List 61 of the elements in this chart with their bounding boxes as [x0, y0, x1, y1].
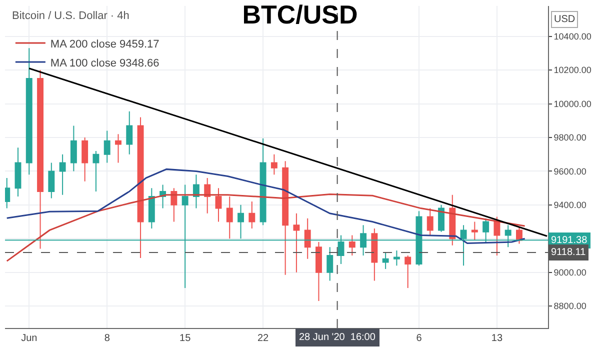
- x-tick-label: 6: [416, 333, 422, 344]
- candlestick: [170, 188, 178, 222]
- y-tick-label: 10200.00: [554, 65, 592, 76]
- candlestick: [215, 188, 222, 222]
- ref-line-label: 9118.11: [551, 247, 586, 258]
- candlestick: [148, 188, 155, 230]
- candlestick: [126, 110, 133, 155]
- candlestick: [92, 150, 100, 192]
- candlestick: [37, 70, 44, 250]
- candlestick: [326, 246, 334, 282]
- y-tick-label: 8800.00: [554, 301, 586, 312]
- x-tick-label: 8: [104, 333, 110, 344]
- candlestick: [260, 138, 266, 226]
- x-tick-label: 13: [491, 333, 503, 344]
- candlestick: [270, 154, 278, 176]
- candlestick: [5, 177, 10, 209]
- x-tick-label: 15: [180, 333, 192, 344]
- candlestick: [59, 154, 66, 196]
- candlestick: [82, 137, 88, 182]
- candlestick: [404, 255, 412, 289]
- candlestick: [516, 226, 522, 244]
- y-tick-label: 10000.00: [554, 98, 592, 109]
- y-axis-title: USD: [554, 14, 576, 25]
- candlestick: [449, 194, 456, 246]
- y-tick-label: 9000.00: [554, 268, 586, 278]
- candlestick: [70, 125, 77, 172]
- candlestick: [137, 116, 144, 259]
- candlestick: [282, 160, 289, 276]
- x-tick-label: Jun: [21, 333, 38, 344]
- candlestick: [14, 147, 22, 197]
- candlestick: [304, 218, 311, 260]
- y-tick-label: 10400.00: [554, 32, 592, 42]
- chart-title: BTC/USD: [242, 0, 358, 30]
- candlestick: [293, 212, 300, 273]
- candlestick: [426, 208, 434, 236]
- candlestick: [471, 221, 478, 241]
- candlestick: [382, 252, 389, 270]
- ref-line-label: 9191.38: [551, 235, 588, 246]
- legend-label: MA 100 close 9348.66: [50, 57, 160, 70]
- candlestick: [371, 228, 378, 282]
- y-tick-label: 9600.00: [554, 166, 586, 176]
- line-series: [6, 168, 526, 244]
- candlestick: [204, 177, 211, 214]
- candlestick: [494, 216, 500, 256]
- candlestick: [115, 134, 122, 164]
- x-tick-label: 22: [257, 333, 270, 344]
- candlestick: [316, 242, 322, 302]
- candlestick: [226, 196, 233, 240]
- legend-label: MA 200 close 9459.17: [50, 38, 160, 50]
- line-series: [6, 194, 526, 262]
- y-tick-label: 9800.00: [554, 132, 586, 143]
- candlestick: [104, 130, 110, 164]
- candlestick: [192, 174, 200, 209]
- candlestick: [393, 250, 400, 266]
- candlestick: [248, 201, 256, 230]
- ref-line-label: 28 Jun '20 16:00: [299, 332, 376, 343]
- y-tick-label: 9400.00: [554, 200, 586, 210]
- candlestick: [48, 162, 55, 199]
- chart-subtitle: Bitcoin / U.S. Dollar · 4h: [12, 10, 130, 22]
- candlestick: [348, 234, 356, 256]
- candlestick: [438, 204, 444, 232]
